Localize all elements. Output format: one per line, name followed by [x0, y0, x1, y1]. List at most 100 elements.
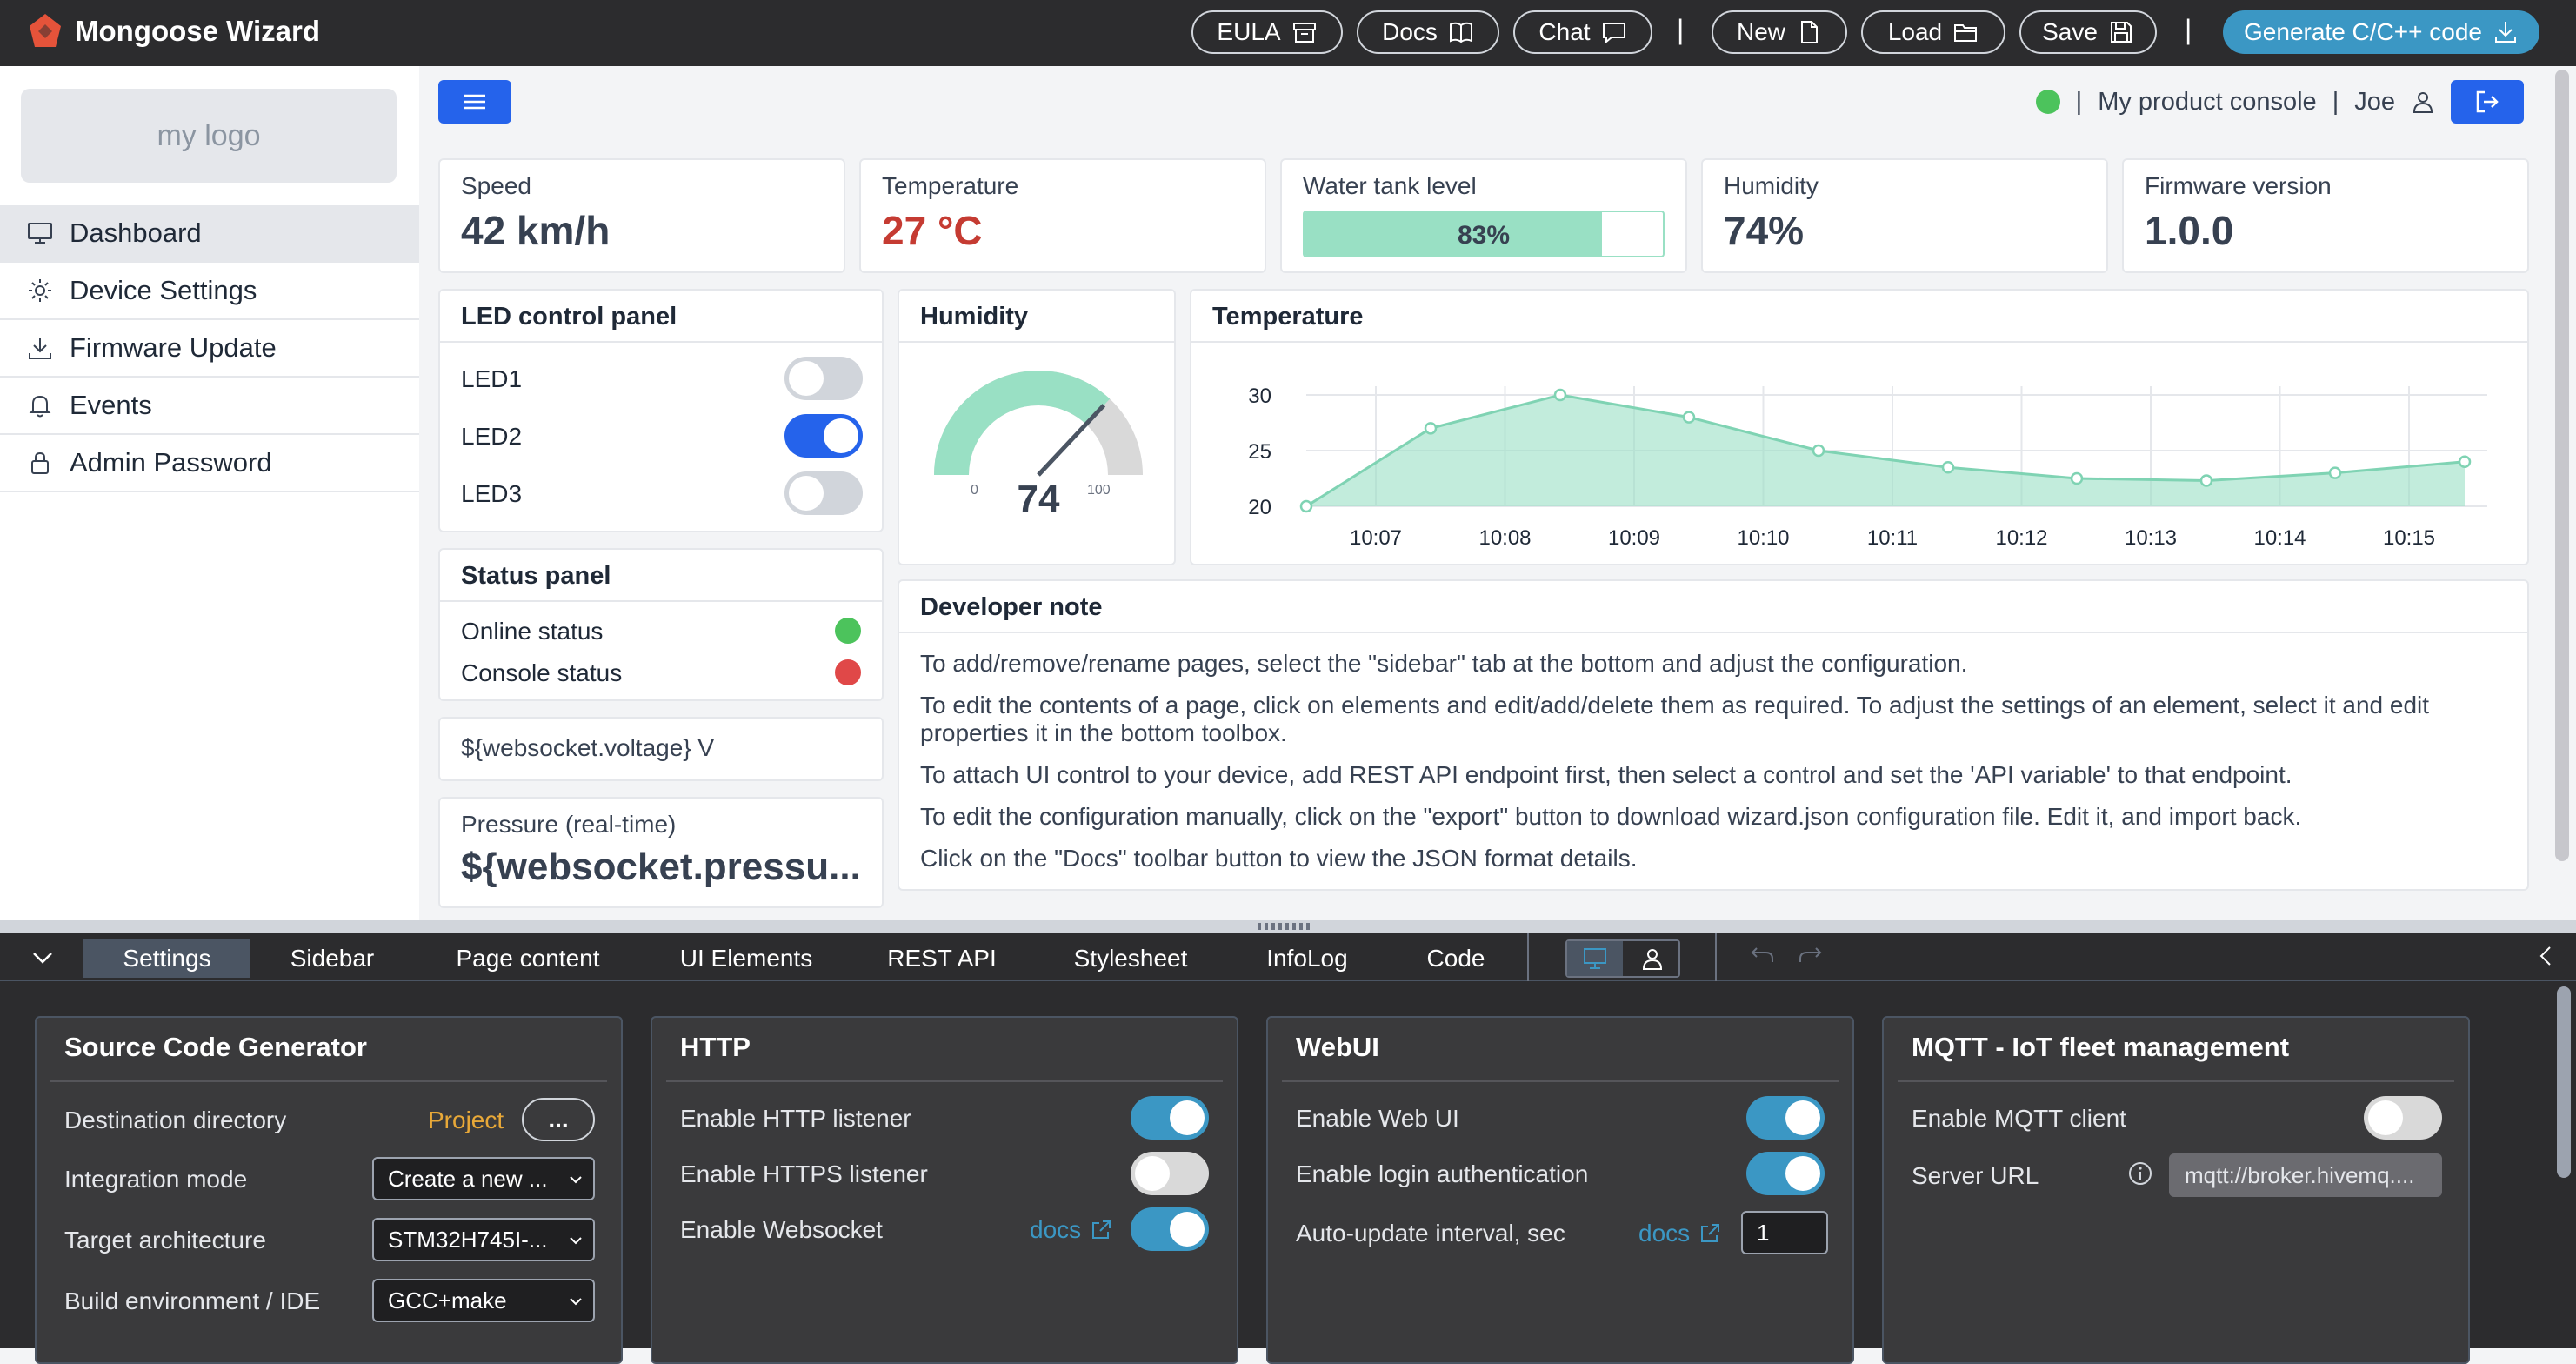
led2-label: LED2	[461, 423, 523, 450]
docs-button[interactable]: Docs	[1357, 10, 1499, 54]
generate-code-button[interactable]: Generate C/C++ code	[2223, 10, 2539, 54]
websocket-toggle[interactable]	[1131, 1207, 1209, 1251]
sidebar-item-dashboard[interactable]: Dashboard	[0, 205, 419, 263]
divider	[440, 341, 882, 343]
auto-update-docs-link[interactable]: docs	[1638, 1220, 1721, 1247]
temperature-line	[1305, 393, 2466, 508]
file-icon	[1801, 21, 1818, 43]
water-tank-label: Water tank level	[1303, 172, 1477, 199]
led-panel-title: LED control panel	[461, 303, 677, 331]
sidebar-item-admin-password[interactable]: Admin Password	[0, 435, 419, 492]
logout-button[interactable]	[2451, 80, 2524, 124]
console-status-label: Console status	[461, 659, 623, 686]
webui-panel: WebUI Enable Web UI Enable login authent…	[1266, 1016, 1854, 1364]
chat-icon	[1602, 23, 1625, 44]
gauge-min-label: 0	[971, 483, 978, 498]
undo-icon[interactable]	[1750, 943, 1776, 967]
humidity-gauge-card: Humidity 0 100 74	[898, 289, 1176, 565]
led2-toggle[interactable]	[784, 414, 863, 458]
tab-divider	[1527, 933, 1529, 981]
tab-infolog[interactable]: InfoLog	[1266, 945, 1348, 972]
load-button[interactable]: Load	[1861, 10, 2005, 54]
browse-directory-button[interactable]: ...	[522, 1098, 595, 1141]
target-architecture-select[interactable]: STM32H745I-...	[372, 1218, 595, 1261]
tab-code[interactable]: Code	[1426, 945, 1485, 972]
tab-settings[interactable]: Settings	[83, 939, 250, 978]
temperature-point	[1682, 411, 1696, 424]
humidity-label: Humidity	[1724, 172, 1819, 199]
led1-toggle[interactable]	[784, 357, 863, 400]
splitter-grip-icon	[1258, 923, 1313, 930]
new-button[interactable]: New	[1712, 10, 1847, 54]
sidebar-item-label: Events	[70, 390, 152, 420]
server-url-value: mqtt://broker.hivemq....	[2185, 1161, 2415, 1188]
led3-toggle[interactable]	[784, 471, 863, 515]
external-link-icon	[1092, 1220, 1111, 1239]
server-url-input[interactable]: mqtt://broker.hivemq....	[2169, 1153, 2442, 1197]
main-scrollbar[interactable]	[2555, 70, 2569, 861]
save-button[interactable]: Save	[2019, 10, 2157, 54]
toolbox-scrollbar[interactable]	[2557, 986, 2571, 1178]
sidebar-item-device-settings[interactable]: Device Settings	[0, 263, 419, 320]
temperature-card: Temperature 27 °C	[859, 158, 1266, 273]
chevron-down-icon[interactable]	[31, 950, 54, 966]
note-line: To edit the configuration manually, clic…	[920, 803, 2302, 830]
gear-icon	[29, 279, 51, 302]
destination-value: Project	[428, 1107, 504, 1133]
panel-splitter[interactable]	[0, 920, 2576, 933]
tab-ui-elements[interactable]: UI Elements	[679, 945, 813, 972]
divider	[666, 1080, 1223, 1082]
x-tick-label: 10:12	[1995, 526, 2047, 550]
info-icon[interactable]	[2127, 1160, 2153, 1187]
integration-mode-label: Integration mode	[64, 1166, 248, 1193]
enable-mqtt-toggle[interactable]	[2364, 1096, 2442, 1140]
user-icon	[2412, 92, 2433, 113]
integration-mode-select[interactable]: Create a new ...	[372, 1157, 595, 1200]
tab-sidebar[interactable]: Sidebar	[290, 945, 375, 972]
mqtt-panel: MQTT - IoT fleet management Enable MQTT …	[1882, 1016, 2470, 1364]
tab-stylesheet[interactable]: Stylesheet	[1073, 945, 1188, 972]
https-listener-toggle[interactable]	[1131, 1152, 1209, 1195]
tab-page-content[interactable]: Page content	[456, 945, 600, 972]
online-status-label: Online status	[461, 618, 604, 645]
sidebar-item-events[interactable]: Events	[0, 378, 419, 435]
y-tick-label: 30	[1248, 384, 1271, 408]
eula-button[interactable]: EULA	[1191, 10, 1343, 54]
temperature-point	[2199, 474, 2213, 487]
tab-rest-api[interactable]: REST API	[887, 945, 997, 972]
login-auth-toggle[interactable]	[1746, 1152, 1825, 1195]
sidebar-item-label: Dashboard	[70, 217, 202, 248]
water-level-bar: 83%	[1303, 211, 1665, 257]
menu-toggle-button[interactable]	[438, 80, 511, 124]
status-panel: Status panel Online status Console statu…	[438, 548, 884, 701]
chat-label: Chat	[1538, 18, 1591, 45]
websocket-label: Enable Websocket	[680, 1216, 883, 1243]
eula-label: EULA	[1217, 18, 1281, 45]
divider	[899, 632, 2527, 633]
logo-placeholder: my logo	[21, 89, 397, 183]
save-label: Save	[2042, 18, 2098, 45]
enable-mqtt-label: Enable MQTT client	[1912, 1105, 2126, 1132]
auto-update-interval-value: 1	[1757, 1219, 1770, 1246]
header-status-area: | My product console | Joe	[2035, 80, 2524, 124]
chevron-left-icon[interactable]	[2538, 945, 2553, 967]
websocket-docs-link[interactable]: docs	[1030, 1216, 1112, 1244]
monitor-icon	[28, 223, 52, 244]
redo-icon[interactable]	[1797, 943, 1823, 967]
header-separator: |	[2075, 87, 2083, 116]
x-tick-label: 10:13	[2125, 526, 2177, 550]
note-line: To attach UI control to your device, add…	[920, 761, 2292, 788]
build-environment-select[interactable]: GCC+make	[372, 1279, 595, 1322]
pressure-value: ${websocket.pressu...	[461, 846, 861, 888]
desktop-view-button[interactable]	[1567, 941, 1623, 976]
app-title: Mongoose Wizard	[75, 15, 321, 47]
http-listener-toggle[interactable]	[1131, 1096, 1209, 1140]
divider	[1191, 341, 2527, 343]
sidebar-item-firmware-update[interactable]: Firmware Update	[0, 320, 419, 378]
chat-button[interactable]: Chat	[1513, 10, 1652, 54]
auto-update-interval-input[interactable]: 1	[1741, 1211, 1828, 1254]
folder-icon	[1954, 24, 1978, 42]
user-view-button[interactable]	[1625, 941, 1680, 976]
integration-mode-value: Create a new ...	[388, 1165, 548, 1192]
enable-webui-toggle[interactable]	[1746, 1096, 1825, 1140]
